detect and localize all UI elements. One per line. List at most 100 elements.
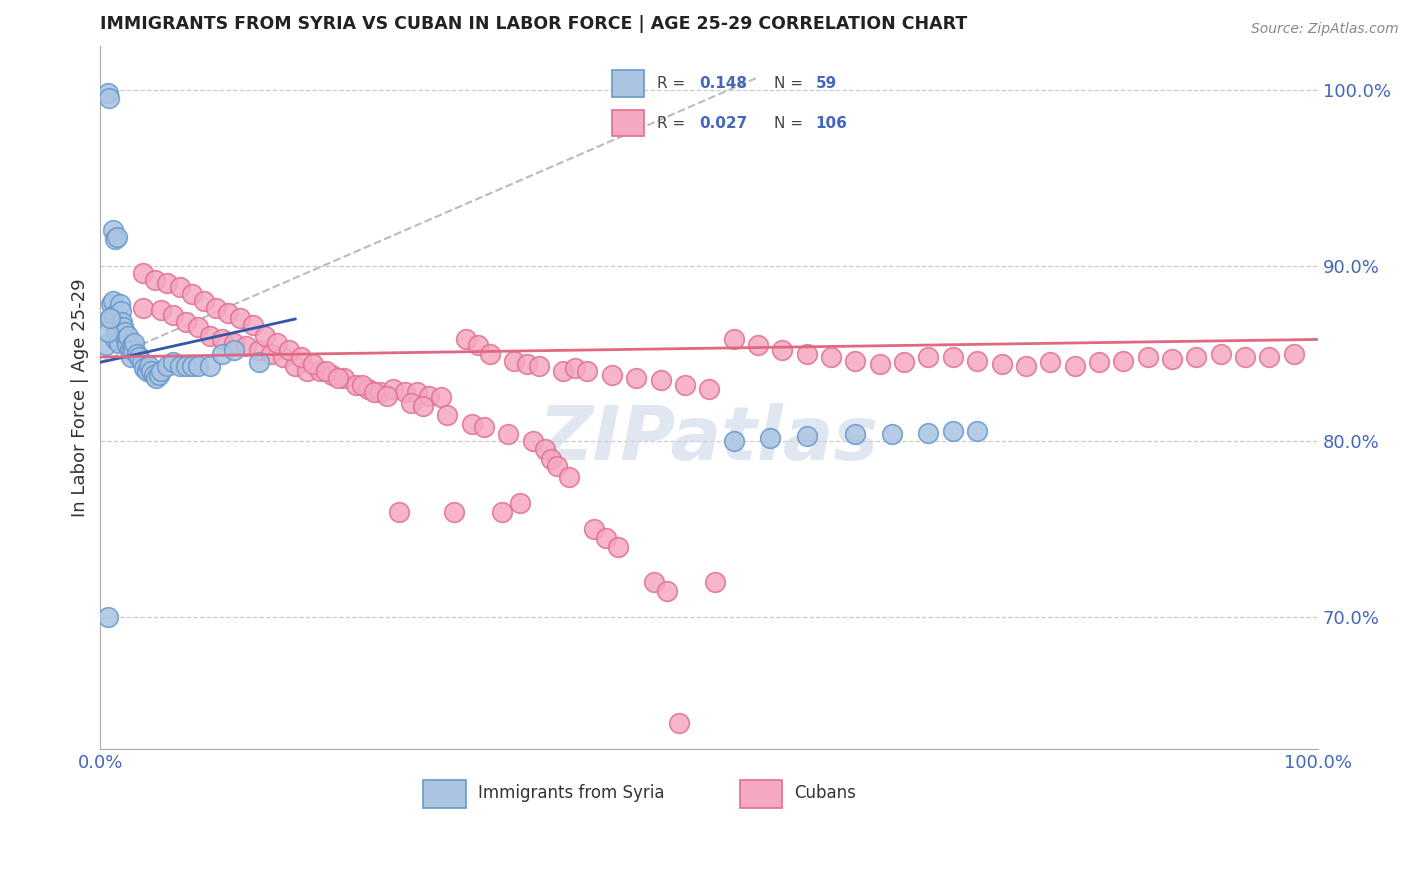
Point: [418, 389, 440, 403]
Text: Source: ZipAtlas.com: Source: ZipAtlas.com: [1251, 22, 1399, 37]
Point: [454, 333, 477, 347]
Point: [381, 382, 404, 396]
Point: [235, 339, 257, 353]
Point: [122, 343, 145, 357]
Point: [150, 302, 173, 317]
Point: [917, 425, 939, 440]
Point: [111, 315, 134, 329]
Point: [966, 353, 988, 368]
Text: IMMIGRANTS FROM SYRIA VS CUBAN IN LABOR FORCE | AGE 25-29 CORRELATION CHART: IMMIGRANTS FROM SYRIA VS CUBAN IN LABOR …: [100, 15, 967, 33]
Point: [124, 335, 146, 350]
Point: [553, 364, 575, 378]
Point: [118, 343, 141, 357]
Point: [271, 350, 294, 364]
Point: [344, 378, 367, 392]
Point: [624, 371, 647, 385]
Point: [917, 350, 939, 364]
Point: [302, 357, 325, 371]
Point: [467, 337, 489, 351]
Point: [253, 329, 276, 343]
Point: [668, 715, 690, 730]
Point: [655, 584, 678, 599]
Point: [516, 357, 538, 371]
Point: [138, 359, 160, 373]
Point: [1234, 350, 1257, 364]
Point: [966, 424, 988, 438]
Point: [217, 306, 239, 320]
Point: [142, 368, 165, 382]
Point: [942, 424, 965, 438]
Point: [211, 333, 233, 347]
Point: [132, 301, 155, 315]
Point: [650, 373, 672, 387]
Point: [97, 326, 120, 340]
Point: [110, 304, 132, 318]
Point: [162, 308, 184, 322]
Y-axis label: In Labor Force | Age 25-29: In Labor Force | Age 25-29: [72, 278, 89, 516]
Point: [540, 452, 562, 467]
Point: [169, 279, 191, 293]
Point: [643, 575, 665, 590]
Point: [143, 272, 166, 286]
Point: [595, 531, 617, 545]
Point: [198, 359, 221, 373]
Point: [162, 355, 184, 369]
Point: [278, 343, 301, 357]
Point: [247, 355, 270, 369]
Point: [527, 359, 550, 373]
Point: [1209, 346, 1232, 360]
Point: [491, 505, 513, 519]
Point: [150, 364, 173, 378]
Point: [156, 276, 179, 290]
Point: [105, 230, 128, 244]
Point: [104, 232, 127, 246]
Point: [205, 301, 228, 315]
Point: [97, 610, 120, 624]
Point: [673, 378, 696, 392]
Point: [174, 315, 197, 329]
Point: [148, 368, 170, 382]
Point: [1258, 350, 1281, 364]
Point: [893, 355, 915, 369]
Point: [723, 333, 745, 347]
Point: [247, 343, 270, 357]
Point: [242, 318, 264, 333]
Point: [121, 337, 143, 351]
Point: [308, 364, 330, 378]
Point: [224, 343, 246, 357]
Point: [704, 575, 727, 590]
Point: [266, 335, 288, 350]
Point: [115, 333, 138, 347]
Point: [260, 346, 283, 360]
Point: [759, 431, 782, 445]
Point: [187, 359, 209, 373]
Point: [169, 359, 191, 373]
Point: [117, 329, 139, 343]
Point: [461, 417, 484, 431]
Point: [723, 434, 745, 449]
Point: [503, 353, 526, 368]
Point: [399, 396, 422, 410]
Point: [97, 91, 120, 105]
Point: [187, 320, 209, 334]
Point: [1185, 350, 1208, 364]
Point: [388, 505, 411, 519]
Point: [100, 297, 122, 311]
Point: [522, 434, 544, 449]
Point: [394, 385, 416, 400]
Point: [125, 346, 148, 360]
Point: [412, 399, 434, 413]
Point: [326, 371, 349, 385]
Point: [131, 355, 153, 369]
Point: [1112, 353, 1135, 368]
Point: [211, 346, 233, 360]
Point: [1161, 351, 1184, 366]
Point: [472, 420, 495, 434]
Point: [479, 346, 502, 360]
Point: [297, 364, 319, 378]
Point: [357, 382, 380, 396]
Point: [229, 311, 252, 326]
Point: [193, 293, 215, 308]
Point: [1088, 355, 1111, 369]
Point: [134, 360, 156, 375]
